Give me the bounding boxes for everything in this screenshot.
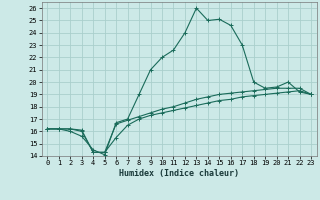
X-axis label: Humidex (Indice chaleur): Humidex (Indice chaleur) (119, 169, 239, 178)
